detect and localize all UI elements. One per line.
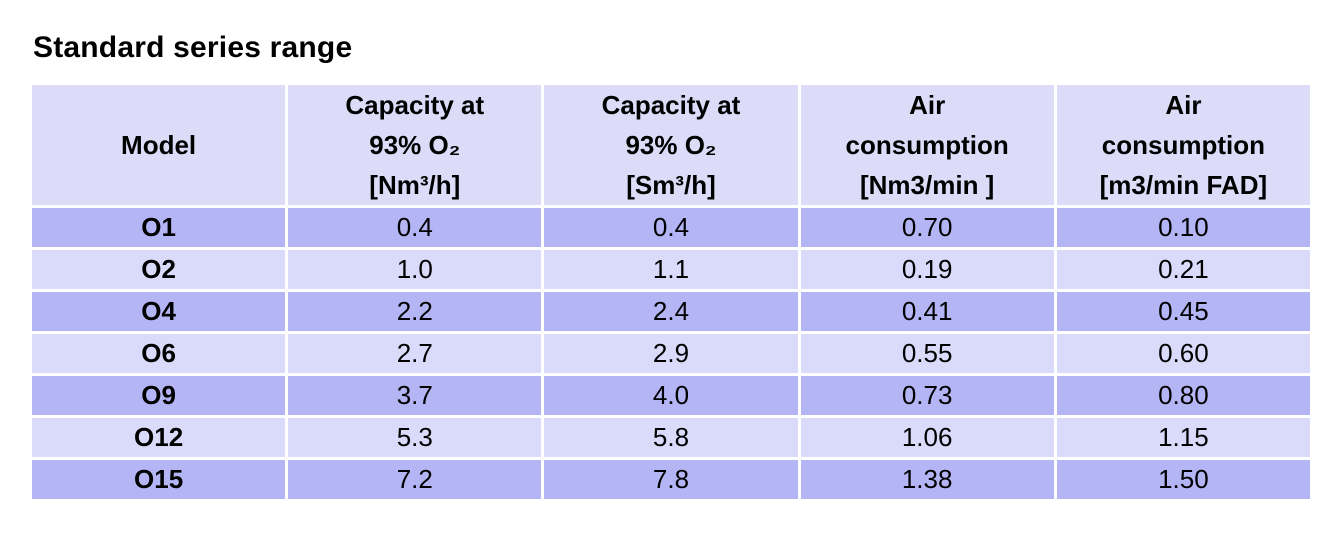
header-line: Air [1165, 90, 1202, 120]
air-consumption-nm3min-cell: 0.55 [800, 334, 1054, 373]
capacity-sm3h-cell: 4.0 [544, 376, 798, 415]
table-row: O6 2.7 2.9 0.55 0.60 [32, 334, 1310, 373]
capacity-sm3h-cell: 2.4 [544, 292, 798, 331]
capacity-nm3h-cell: 3.7 [288, 376, 542, 415]
capacity-nm3h-cell: 2.2 [288, 292, 542, 331]
air-consumption-nm3min-cell: 0.73 [800, 376, 1054, 415]
capacity-nm3h-cell: 5.3 [288, 418, 542, 457]
air-consumption-nm3min-cell: 0.41 [800, 292, 1054, 331]
table-row: O4 2.2 2.4 0.41 0.45 [32, 292, 1310, 331]
header-line: [Sm³/h] [626, 170, 716, 200]
air-consumption-fad-cell: 0.21 [1056, 250, 1310, 289]
model-cell: O4 [32, 292, 286, 331]
series-range-table: Model Capacity at 93% O₂ [Nm³/h] Capacit… [29, 82, 1313, 502]
air-consumption-nm3min-cell: 0.70 [800, 208, 1054, 247]
capacity-sm3h-cell: 1.1 [544, 250, 798, 289]
page-title: Standard series range [33, 31, 353, 64]
air-consumption-nm3min-cell: 0.19 [800, 250, 1054, 289]
header-line: [Nm³/h] [369, 170, 461, 200]
header-line: 93% O₂ [625, 130, 717, 160]
table-row: O12 5.3 5.8 1.06 1.15 [32, 418, 1310, 457]
table-row: O2 1.0 1.1 0.19 0.21 [32, 250, 1310, 289]
air-consumption-nm3min-cell: 1.38 [800, 460, 1054, 499]
header-line: Air [909, 90, 946, 120]
header-line: Capacity at [601, 90, 741, 120]
air-consumption-fad-cell: 0.80 [1056, 376, 1310, 415]
capacity-sm3h-cell: 5.8 [544, 418, 798, 457]
header-capacity-nm3h: Capacity at 93% O₂ [Nm³/h] [288, 85, 542, 205]
capacity-sm3h-cell: 7.8 [544, 460, 798, 499]
table-header-row: Model Capacity at 93% O₂ [Nm³/h] Capacit… [32, 85, 1310, 205]
air-consumption-fad-cell: 0.60 [1056, 334, 1310, 373]
air-consumption-fad-cell: 0.10 [1056, 208, 1310, 247]
air-consumption-nm3min-cell: 1.06 [800, 418, 1054, 457]
air-consumption-fad-cell: 1.50 [1056, 460, 1310, 499]
header-air-consumption-nm3min: Air consumption [Nm3/min ] [800, 85, 1054, 205]
table-row: O1 0.4 0.4 0.70 0.10 [32, 208, 1310, 247]
air-consumption-fad-cell: 0.45 [1056, 292, 1310, 331]
header-air-consumption-fad: Air consumption [m3/min FAD] [1056, 85, 1310, 205]
model-cell: O15 [32, 460, 286, 499]
table-row: O15 7.2 7.8 1.38 1.50 [32, 460, 1310, 499]
model-cell: O9 [32, 376, 286, 415]
header-model: Model [32, 85, 286, 205]
header-line: Model [121, 130, 197, 160]
model-cell: O2 [32, 250, 286, 289]
capacity-nm3h-cell: 2.7 [288, 334, 542, 373]
model-cell: O12 [32, 418, 286, 457]
capacity-nm3h-cell: 1.0 [288, 250, 542, 289]
capacity-nm3h-cell: 7.2 [288, 460, 542, 499]
model-cell: O1 [32, 208, 286, 247]
capacity-nm3h-cell: 0.4 [288, 208, 542, 247]
header-line: [Nm3/min ] [859, 170, 995, 200]
capacity-sm3h-cell: 0.4 [544, 208, 798, 247]
table-row: O9 3.7 4.0 0.73 0.80 [32, 376, 1310, 415]
header-line: consumption [845, 130, 1009, 160]
header-line: [m3/min FAD] [1099, 170, 1268, 200]
air-consumption-fad-cell: 1.15 [1056, 418, 1310, 457]
header-line: Capacity at [345, 90, 485, 120]
header-line: consumption [1101, 130, 1265, 160]
model-cell: O6 [32, 334, 286, 373]
capacity-sm3h-cell: 2.9 [544, 334, 798, 373]
header-capacity-sm3h: Capacity at 93% O₂ [Sm³/h] [544, 85, 798, 205]
header-line: 93% O₂ [369, 130, 461, 160]
